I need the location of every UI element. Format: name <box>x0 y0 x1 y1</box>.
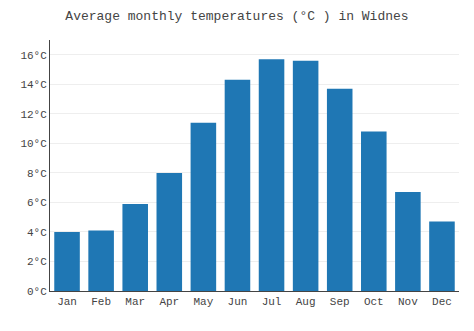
svg-text:Jan: Jan <box>57 296 77 308</box>
svg-text:10°C: 10°C <box>20 138 47 150</box>
svg-text:Sep: Sep <box>330 296 350 308</box>
svg-text:12°C: 12°C <box>20 109 47 121</box>
svg-text:Dec: Dec <box>432 296 452 308</box>
svg-text:Nov: Nov <box>398 296 418 308</box>
svg-text:6°C: 6°C <box>27 197 47 209</box>
svg-text:Feb: Feb <box>91 296 111 308</box>
svg-text:8°C: 8°C <box>27 168 47 180</box>
svg-text:4°C: 4°C <box>27 227 47 239</box>
svg-text:16°C: 16°C <box>20 50 47 62</box>
svg-text:0°C: 0°C <box>27 286 47 298</box>
svg-text:Apr: Apr <box>159 296 179 308</box>
svg-text:Mar: Mar <box>125 296 145 308</box>
svg-text:Aug: Aug <box>296 296 316 308</box>
svg-text:Jun: Jun <box>228 296 248 308</box>
svg-text:Average monthly temperatures (: Average monthly temperatures (°C ) in Wi… <box>65 9 408 24</box>
svg-text:May: May <box>193 296 213 308</box>
svg-text:Jul: Jul <box>262 296 282 308</box>
svg-text:14°C: 14°C <box>20 79 47 91</box>
svg-text:Oct: Oct <box>364 296 384 308</box>
svg-text:2°C: 2°C <box>27 256 47 268</box>
